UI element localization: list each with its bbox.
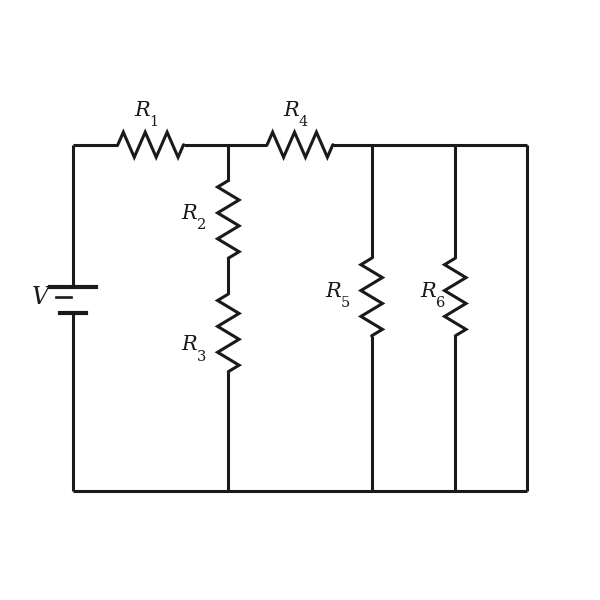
Text: R: R [421,281,436,301]
Text: 2: 2 [197,218,206,232]
Text: R: R [182,335,197,354]
Text: 3: 3 [197,350,207,364]
Text: 6: 6 [436,296,446,310]
Text: 4: 4 [299,115,308,129]
Text: 5: 5 [341,296,350,310]
Text: V: V [32,286,49,308]
Text: R: R [134,101,149,119]
Text: R: R [325,281,341,301]
Text: R: R [283,101,299,119]
Text: R: R [182,204,197,223]
Text: 1: 1 [150,115,159,129]
